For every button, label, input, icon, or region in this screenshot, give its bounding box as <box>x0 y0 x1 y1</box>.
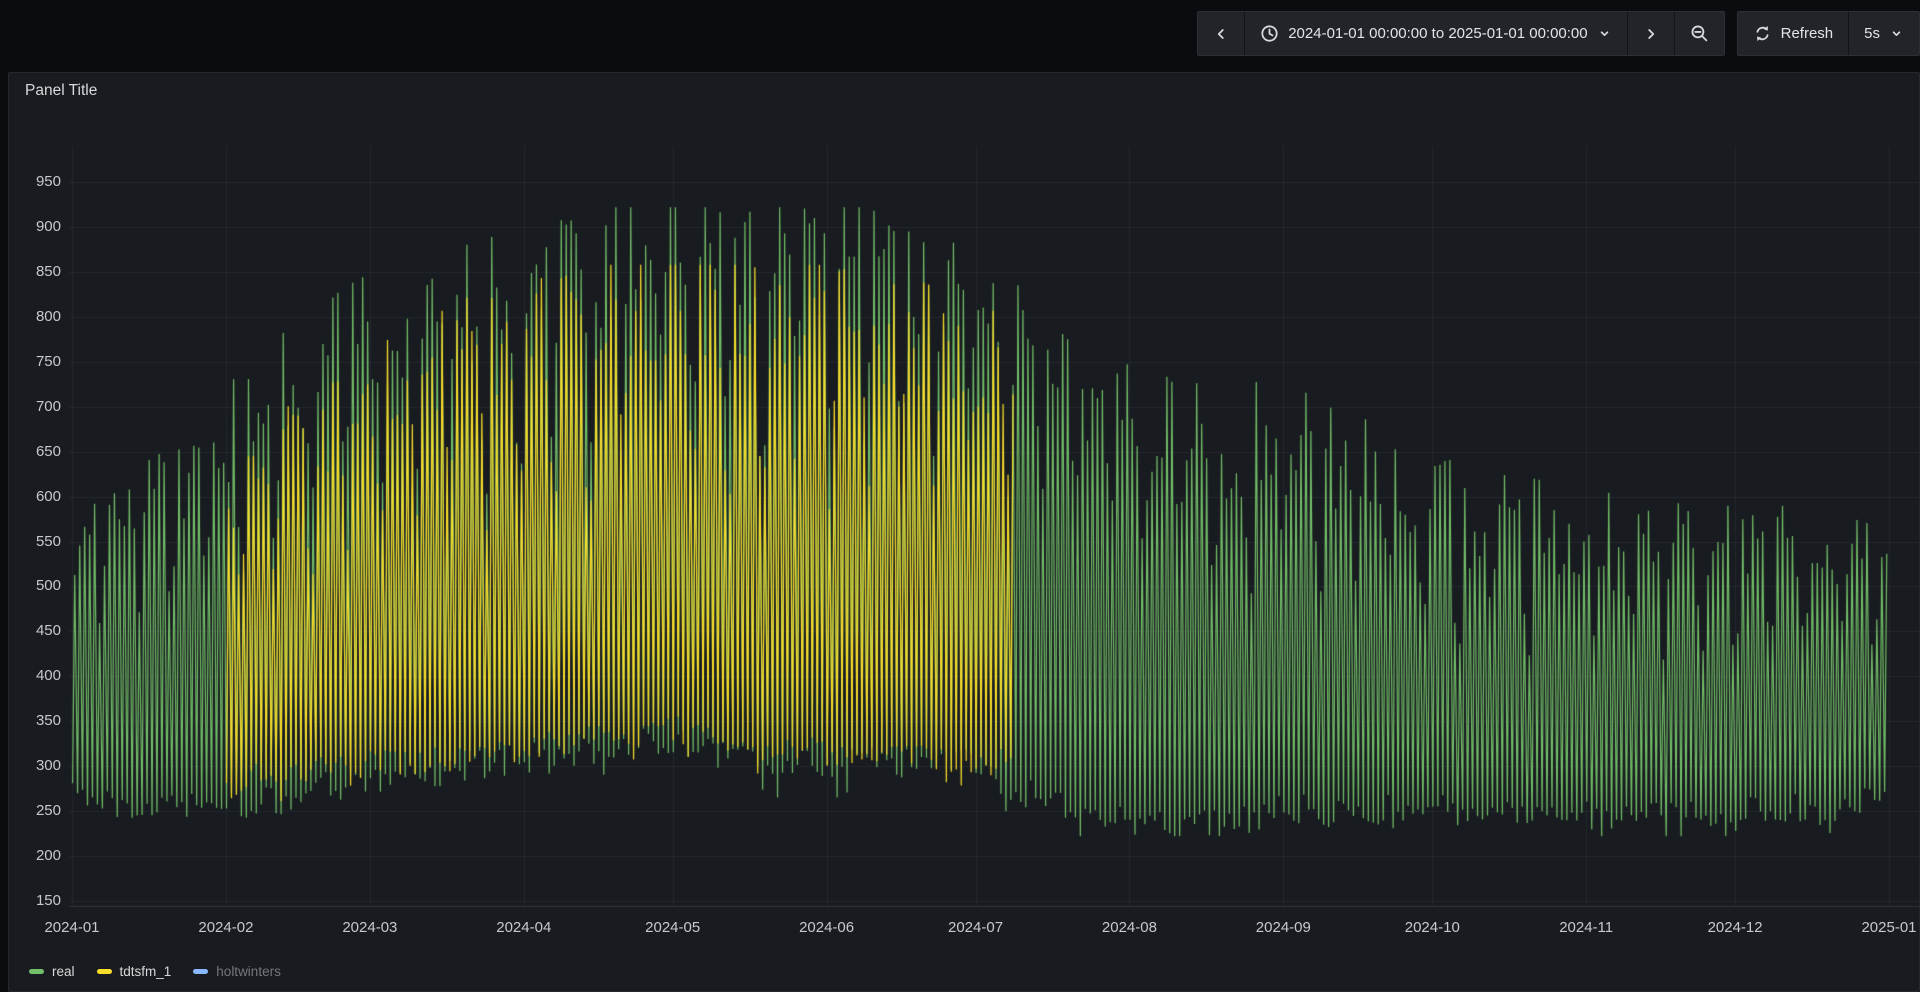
zoom-out-icon <box>1690 24 1709 43</box>
time-range-picker-button[interactable]: 2024-01-01 00:00:00 to 2025-01-01 00:00:… <box>1245 12 1626 55</box>
legend-label: tdtsfm_1 <box>119 964 172 979</box>
y-tick-label: 650 <box>35 442 61 460</box>
legend-label: real <box>52 964 75 979</box>
toolbar-divider <box>1626 12 1628 55</box>
refresh-interval-value: 5s <box>1864 25 1880 42</box>
legend-item-tdtsfm_1[interactable]: tdtsfm_1 <box>96 964 172 979</box>
y-tick-label: 200 <box>35 847 61 865</box>
top-toolbar: 2024-01-01 00:00:00 to 2025-01-01 00:00:… <box>0 0 1920 70</box>
caret-down-icon <box>1889 26 1904 41</box>
refresh-interval-dropdown[interactable]: 5s <box>1849 12 1919 55</box>
x-tick-label: 2024-08 <box>1101 919 1157 936</box>
x-tick-label: 2024-10 <box>1404 919 1460 936</box>
y-tick-label: 800 <box>35 307 61 325</box>
x-tick-label: 2024-09 <box>1255 919 1311 936</box>
toolbar-divider <box>1244 12 1246 55</box>
timeseries-panel: Panel Title 1502002503003504004505005506… <box>8 72 1920 992</box>
y-tick-label: 150 <box>35 892 61 910</box>
time-range-text: 2024-01-01 00:00:00 to 2025-01-01 00:00:… <box>1288 25 1588 42</box>
legend-item-holtwinters[interactable]: holtwinters <box>193 964 281 979</box>
y-tick-label: 750 <box>35 352 61 370</box>
x-tick-label: 2024-04 <box>496 919 552 936</box>
time-controls: 2024-01-01 00:00:00 to 2025-01-01 00:00:… <box>1197 11 1920 56</box>
y-tick-label: 300 <box>35 757 61 775</box>
y-tick-label: 950 <box>35 173 61 190</box>
refresh-button[interactable]: Refresh <box>1738 12 1849 55</box>
time-nav-group: 2024-01-01 00:00:00 to 2025-01-01 00:00:… <box>1197 11 1725 56</box>
toolbar-divider <box>1848 12 1850 55</box>
chart-legend: real tdtsfm_1 holtwinters <box>29 964 281 979</box>
legend-item-real[interactable]: real <box>29 964 75 979</box>
clock-icon <box>1260 24 1279 43</box>
y-tick-label: 850 <box>35 262 61 280</box>
y-tick-label: 500 <box>35 577 61 595</box>
chevron-right-icon <box>1643 25 1659 43</box>
chevron-left-icon <box>1213 25 1229 43</box>
legend-color-pill <box>29 969 44 974</box>
x-tick-label: 2024-06 <box>799 919 855 936</box>
y-tick-label: 350 <box>35 712 61 730</box>
chart-area: 150 200 250 300 350 400 450 500 550 600 650 700 750 8… <box>9 73 1919 991</box>
refresh-label: Refresh <box>1780 25 1834 42</box>
refresh-sync-icon <box>1753 24 1772 43</box>
x-tick-label: 2024-12 <box>1707 919 1763 936</box>
zoom-out-button[interactable] <box>1675 12 1724 55</box>
x-tick-label: 2024-01 <box>44 919 100 936</box>
x-tick-label: 2024-11 <box>1559 919 1614 936</box>
time-shift-forward-button[interactable] <box>1628 12 1674 55</box>
timeseries-chart-canvas[interactable] <box>9 73 1919 918</box>
refresh-group: Refresh 5s <box>1736 11 1920 56</box>
legend-color-pill <box>96 969 112 974</box>
y-tick-label: 250 <box>35 802 61 820</box>
y-tick-label: 700 <box>35 397 61 415</box>
y-tick-label: 900 <box>35 217 61 235</box>
x-tick-label: 2024-03 <box>342 919 398 936</box>
y-tick-label: 550 <box>35 532 61 550</box>
legend-color-pill <box>193 969 209 974</box>
caret-down-icon <box>1597 26 1612 41</box>
x-tick-label: 2024-05 <box>645 919 701 936</box>
x-tick-label: 2024-02 <box>198 919 254 936</box>
y-tick-label: 450 <box>35 622 61 640</box>
y-tick-label: 400 <box>35 667 61 685</box>
toolbar-divider <box>1673 12 1675 55</box>
legend-label: holtwinters <box>216 964 281 979</box>
x-tick-label: 2025-01 <box>1861 919 1917 936</box>
y-tick-label: 600 <box>35 487 61 505</box>
time-shift-back-button[interactable] <box>1198 12 1244 55</box>
x-tick-label: 2024-07 <box>948 919 1004 936</box>
